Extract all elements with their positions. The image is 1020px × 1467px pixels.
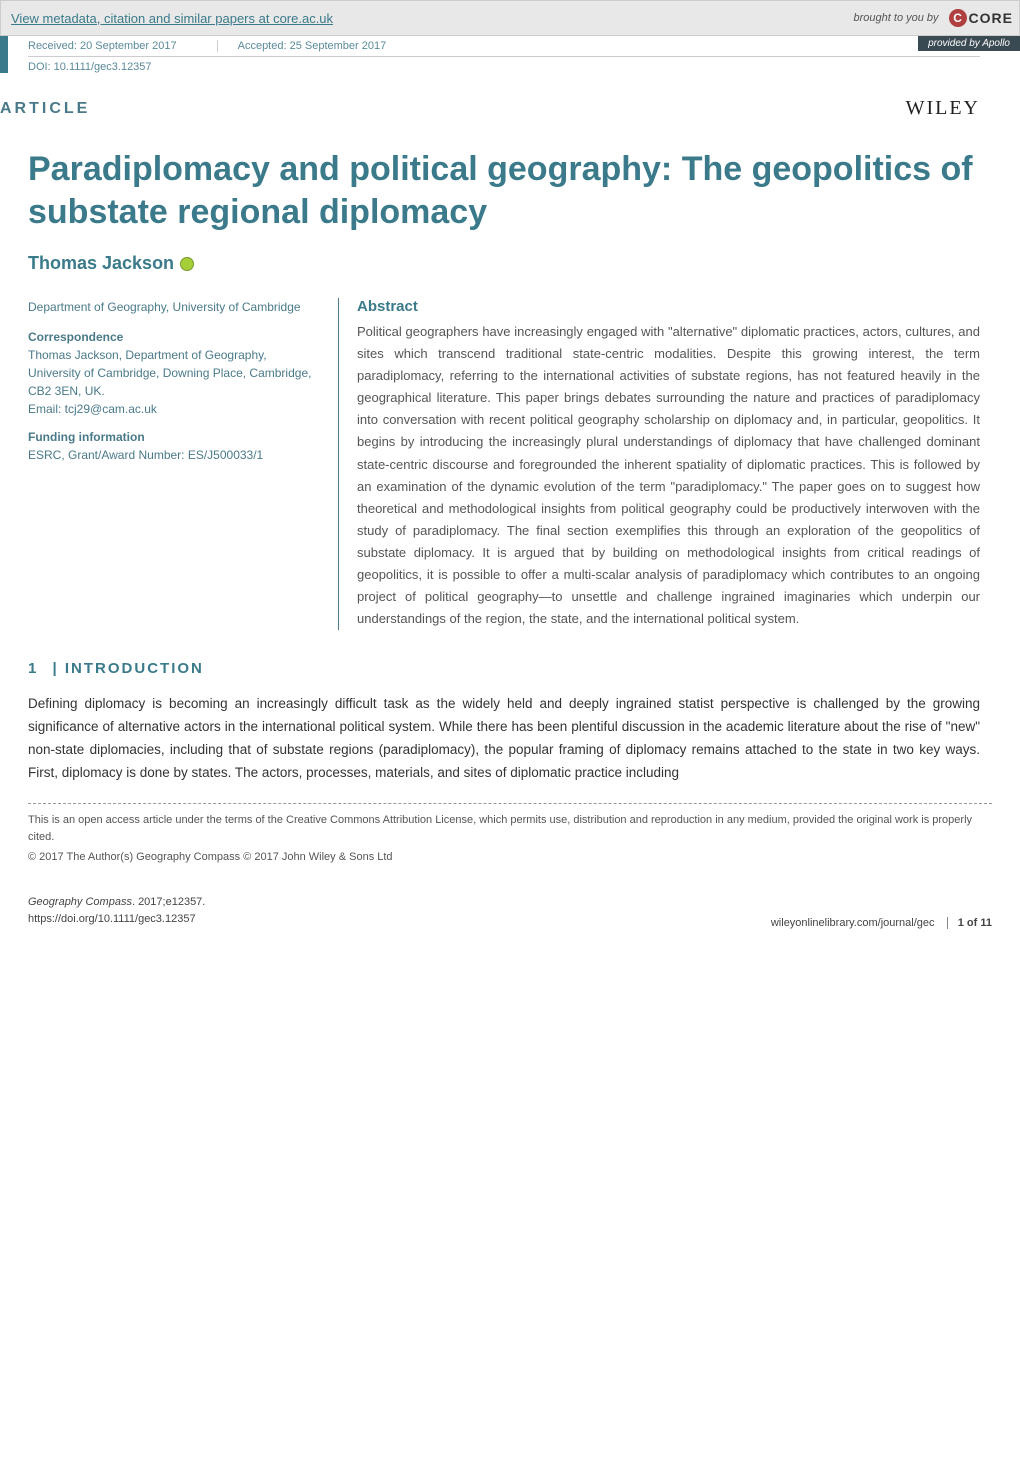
section-title: INTRODUCTION bbox=[65, 660, 204, 677]
page-footer: Geography Compass. 2017;e12357. https://… bbox=[28, 894, 992, 929]
correspondence-head: Correspondence bbox=[28, 328, 320, 346]
footer-left: Geography Compass. 2017;e12357. https://… bbox=[28, 894, 205, 929]
section-number: 1 bbox=[28, 660, 46, 677]
correspondence-email: Email: tcj29@cam.ac.uk bbox=[28, 400, 320, 418]
article-type-row: ARTICLE WILEY bbox=[0, 97, 1020, 120]
article-title: Paradiplomacy and political geography: T… bbox=[28, 148, 980, 233]
author-row: Thomas Jackson bbox=[28, 253, 980, 274]
core-metadata-link[interactable]: View metadata, citation and similar pape… bbox=[1, 11, 333, 26]
received-date: Received: 20 September 2017 bbox=[28, 40, 218, 52]
abstract-text: Political geographers have increasingly … bbox=[357, 321, 980, 630]
license-divider bbox=[28, 803, 992, 804]
abstract-column: Abstract Political geographers have incr… bbox=[339, 298, 980, 630]
core-logo[interactable]: C CORE bbox=[943, 9, 1019, 27]
brought-to-you-label: brought to you by bbox=[854, 12, 943, 24]
section-heading: 1 | INTRODUCTION bbox=[28, 660, 980, 677]
license-text-1: This is an open access article under the… bbox=[28, 812, 980, 845]
footer-right: wileyonlinelibrary.com/journal/gec 1 of … bbox=[771, 917, 992, 929]
core-banner-right: brought to you by C CORE bbox=[854, 1, 1019, 35]
article-type-label: ARTICLE bbox=[0, 100, 90, 118]
citation-info: . 2017;e12357. bbox=[132, 896, 205, 908]
affiliation-text: Department of Geography, University of C… bbox=[28, 298, 320, 316]
license-text-2: © 2017 The Author(s) Geography Compass ©… bbox=[28, 849, 980, 866]
apollo-prefix: provided by bbox=[928, 38, 982, 49]
article-header: Received: 20 September 2017 Accepted: 25… bbox=[0, 36, 1020, 73]
wiley-logo: WILEY bbox=[906, 97, 980, 120]
funding-body: ESRC, Grant/Award Number: ES/J500033/1 bbox=[28, 446, 320, 464]
journal-name: Geography Compass bbox=[28, 896, 132, 908]
page-number: 1 of 11 bbox=[958, 917, 992, 929]
core-logo-icon: C bbox=[949, 9, 967, 27]
correspondence-body: Thomas Jackson, Department of Geography,… bbox=[28, 346, 320, 400]
abstract-heading: Abstract bbox=[357, 298, 980, 315]
online-library-url: wileyonlinelibrary.com/journal/gec bbox=[771, 917, 935, 929]
meta-abstract-row: Department of Geography, University of C… bbox=[28, 298, 980, 630]
apollo-provider-bar: provided by Apollo bbox=[918, 36, 1020, 51]
section-separator: | bbox=[46, 660, 65, 677]
apollo-link[interactable]: Apollo bbox=[982, 38, 1010, 49]
page-indicator: 1 of 11 bbox=[947, 917, 992, 929]
footer-doi-url: https://doi.org/10.1111/gec3.12357 bbox=[28, 911, 205, 929]
core-logo-text: CORE bbox=[969, 10, 1013, 26]
orcid-icon[interactable] bbox=[180, 257, 194, 271]
author-name: Thomas Jackson bbox=[28, 253, 174, 274]
core-banner: View metadata, citation and similar pape… bbox=[0, 0, 1020, 36]
funding-head: Funding information bbox=[28, 428, 320, 446]
accepted-date: Accepted: 25 September 2017 bbox=[238, 40, 427, 52]
dates-row: Received: 20 September 2017 Accepted: 25… bbox=[28, 40, 980, 57]
doi-label: DOI: 10.1111/gec3.12357 bbox=[28, 61, 980, 73]
intro-paragraph: Defining diplomacy is becoming an increa… bbox=[28, 693, 980, 785]
affiliation-column: Department of Geography, University of C… bbox=[28, 298, 338, 630]
